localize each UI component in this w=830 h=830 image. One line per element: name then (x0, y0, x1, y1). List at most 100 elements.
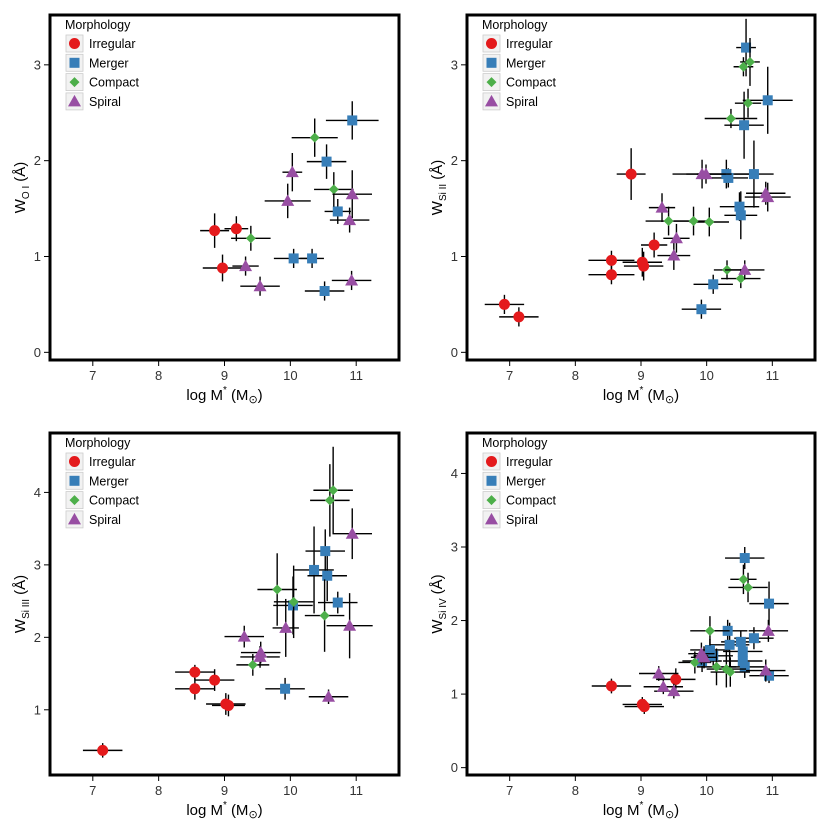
x-tick-label: 9 (637, 783, 644, 798)
x-tick-label: 7 (506, 783, 513, 798)
x-tick-label: 10 (699, 783, 713, 798)
legend-marker-compact (69, 495, 80, 506)
data-point-merger (735, 636, 746, 647)
legend-label-merger: Merger (89, 56, 129, 70)
series-irregular (82, 664, 246, 758)
series-merger (681, 18, 793, 319)
data-point-merger (737, 656, 748, 666)
data-point-merger (321, 156, 332, 167)
legend-marker-spiral (68, 512, 81, 525)
data-point-merger (739, 661, 750, 672)
data-point-compact (704, 625, 715, 636)
data-point-spiral (697, 650, 711, 663)
x-tick-label: 8 (572, 368, 579, 383)
legend-label-compact: Compact (506, 76, 557, 90)
legend-marker-irregular (69, 456, 80, 467)
data-point-irregular (513, 311, 525, 323)
legend-marker-irregular (69, 38, 80, 49)
series-irregular (591, 668, 696, 714)
data-point-compact (725, 113, 736, 124)
y-tick-label: 3 (34, 57, 41, 72)
data-point-merger (724, 639, 735, 650)
data-point-merger (280, 683, 291, 694)
x-tick-label: 8 (572, 783, 579, 798)
data-point-spiral (253, 650, 267, 662)
legend-label-spiral: Spiral (89, 95, 121, 109)
series-merger (273, 101, 379, 301)
data-point-spiral (759, 664, 773, 676)
series-irregular (484, 148, 668, 327)
data-point-irregular (638, 701, 650, 713)
legend-marker-compact (486, 77, 497, 88)
data-point-irregular (209, 225, 221, 237)
data-point-irregular (189, 666, 201, 678)
y-tick-label: 4 (451, 466, 458, 481)
data-point-spiral (253, 279, 267, 292)
legend: Morphology Irregular Merger Compact Spiral (65, 18, 140, 111)
data-point-merger (764, 670, 775, 681)
data-point-irregular (605, 269, 617, 281)
data-point-compact (247, 659, 258, 670)
x-tick-label: 10 (283, 368, 297, 383)
legend-marker-irregular (486, 456, 497, 467)
legend-label-irregular: Irregular (506, 37, 553, 51)
data-point-spiral (669, 231, 683, 244)
series-spiral (232, 153, 373, 296)
legend-title: Morphology (65, 18, 131, 32)
data-point-irregular (670, 673, 682, 685)
legend-label-spiral: Spiral (506, 95, 538, 109)
x-tick-label: 8 (155, 783, 162, 798)
legend: Morphology Irregular Merger Compact Spiral (482, 436, 557, 529)
data-point-merger (322, 570, 333, 581)
data-point-spiral (279, 621, 293, 633)
data-point-spiral (699, 167, 713, 180)
scatter-panel-4: 7 8 9 10 11 0 1 2 3 4 log M* (M⊙) WSi IV(Å) Morpholog… (429, 431, 817, 821)
x-tick-label: 9 (637, 368, 644, 383)
legend-marker-irregular (486, 38, 497, 49)
data-point-irregular (189, 683, 201, 695)
scatter-panel-2: 7 8 9 10 11 0 1 2 3 log M* (M⊙) WSi II(Å) Morphology… (429, 13, 817, 406)
y-tick-label: 2 (451, 153, 458, 168)
x-axis-label: log M* (M⊙) (603, 385, 679, 406)
y-tick-label: 1 (451, 249, 458, 264)
data-point-merger (332, 206, 343, 217)
data-point-merger (741, 42, 752, 53)
data-point-compact (743, 98, 754, 109)
x-tick-label: 11 (349, 368, 363, 383)
data-point-irregular (498, 298, 510, 310)
series-merger (265, 526, 358, 700)
legend-title: Morphology (482, 18, 548, 32)
data-point-compact (725, 667, 736, 678)
data-point-merger (309, 564, 320, 575)
legend-label-compact: Compact (89, 494, 140, 508)
x-tick-label: 9 (221, 368, 228, 383)
data-point-merger (696, 304, 707, 315)
y-axis-label: WSi II(Å) (429, 160, 449, 215)
data-point-compact (309, 132, 320, 143)
y-tick-label: 1 (34, 249, 41, 264)
legend-marker-spiral (485, 94, 498, 107)
data-point-merger (735, 210, 746, 221)
scatter-panel-1: 7 8 9 10 11 0 1 2 3 log M* (M⊙) WO I(Å) Morphology Ir… (12, 13, 401, 406)
series-spiral (648, 159, 791, 280)
data-point-merger (708, 650, 719, 661)
data-point-compact (328, 485, 339, 496)
data-point-spiral (655, 201, 669, 213)
y-tick-label: 1 (34, 702, 41, 717)
plot-frame (465, 431, 817, 777)
data-point-compact (245, 233, 256, 244)
legend-marker-spiral (68, 94, 81, 107)
data-point-compact (744, 56, 755, 67)
data-point-merger (734, 201, 745, 212)
series-compact (645, 38, 762, 289)
legend-title: Morphology (65, 436, 131, 450)
data-point-irregular (638, 260, 650, 272)
y-tick-label: 0 (451, 345, 458, 360)
data-point-compact (324, 495, 335, 506)
data-point-irregular (217, 262, 229, 274)
legend-label-irregular: Irregular (506, 455, 553, 469)
y-tick-label: 3 (451, 540, 458, 555)
y-axis-label: WSi III(Å) (12, 575, 32, 633)
data-point-irregular (230, 223, 242, 235)
